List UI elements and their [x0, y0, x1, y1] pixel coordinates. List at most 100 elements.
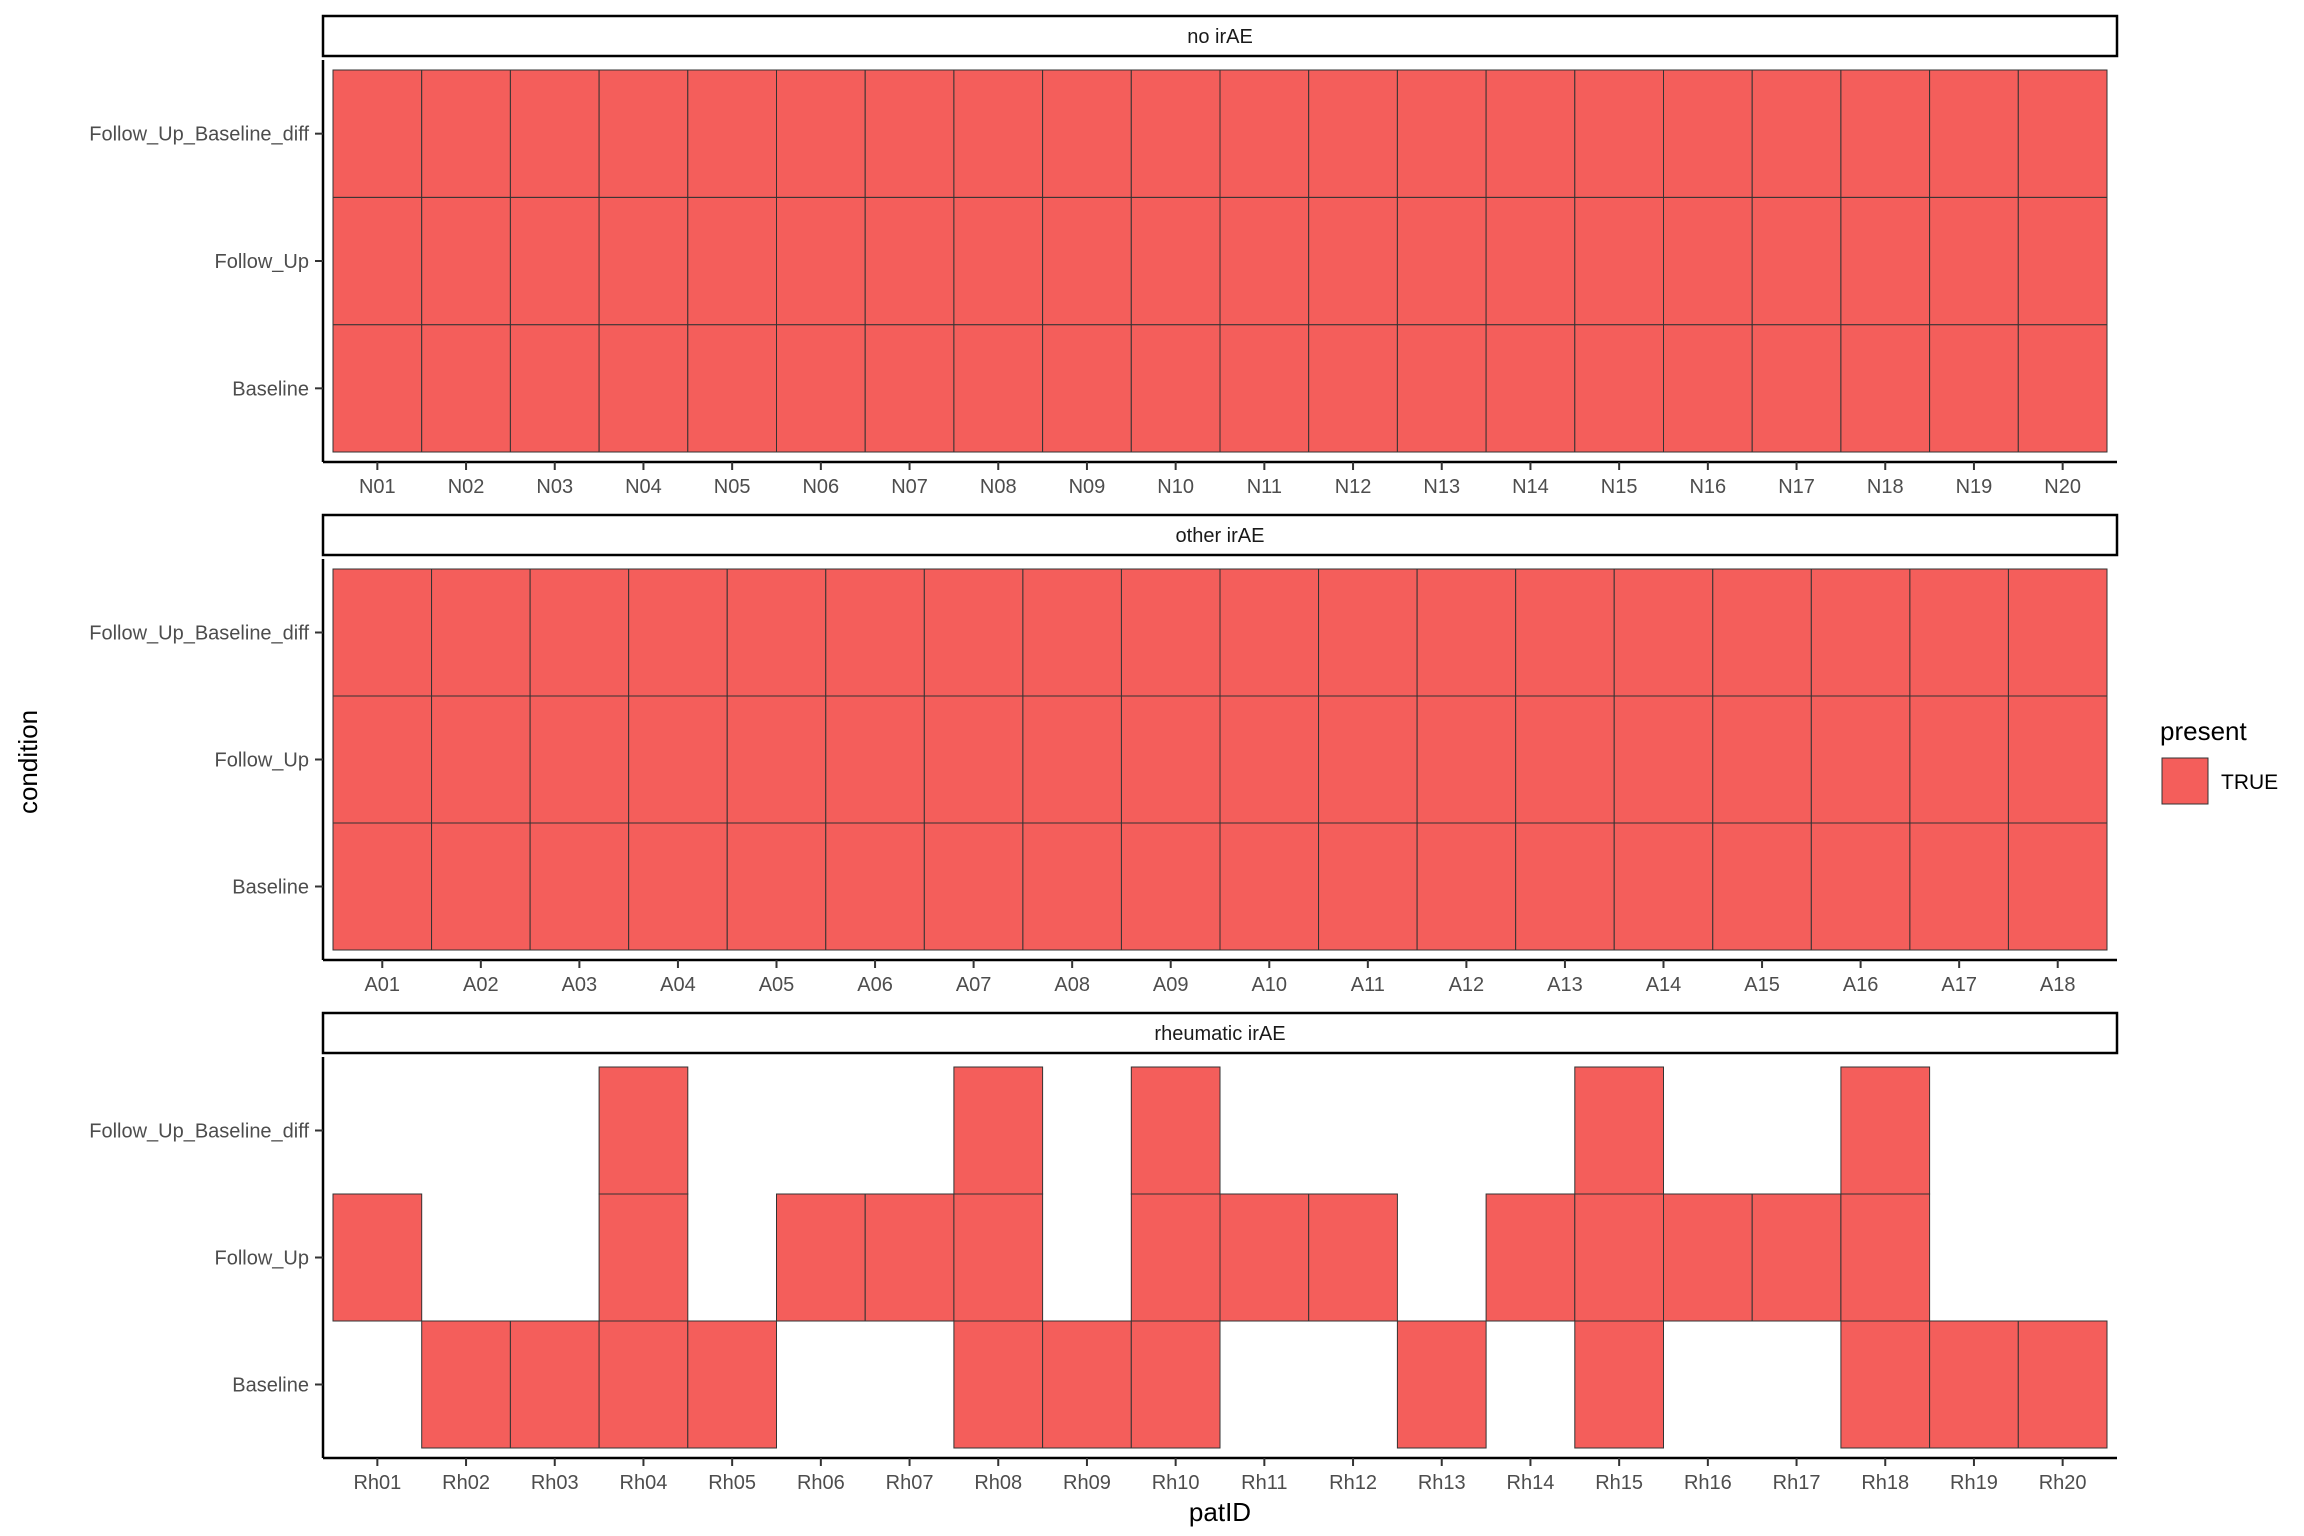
- x-tick-label: Rh08: [974, 1472, 1022, 1494]
- x-tick-label: A02: [463, 974, 499, 996]
- tile-A12-Follow_Up: [1416, 695, 1517, 824]
- tile-N14-Follow_Up: [1485, 196, 1576, 326]
- y-tick-label: Follow_Up: [215, 1248, 309, 1270]
- tile-N11-Follow_Up: [1219, 196, 1310, 326]
- x-tick-label: N15: [1601, 476, 1638, 498]
- tile-A09-Follow_Up_Baseline_diff: [1120, 568, 1221, 697]
- x-tick-label: Rh18: [1861, 1472, 1909, 1494]
- tile-N02-Follow_Up_Baseline_diff: [421, 69, 511, 198]
- x-tick-label: Rh04: [620, 1472, 668, 1494]
- tile-A16-Baseline: [1810, 822, 1911, 951]
- facet-strip: [321, 14, 2119, 58]
- tile-N19-Follow_Up_Baseline_diff: [1929, 69, 2019, 198]
- x-tick-label: Rh16: [1684, 1472, 1732, 1494]
- tile-N16-Follow_Up: [1663, 196, 1753, 326]
- x-tick-label: A11: [1351, 974, 1385, 996]
- tile-A16-Follow_Up: [1810, 695, 1911, 824]
- tile-A12-Follow_Up_Baseline_diff: [1416, 568, 1517, 697]
- tile-A08-Follow_Up: [1022, 695, 1122, 824]
- x-tick-label: N19: [1956, 476, 1993, 498]
- tile-A17-Follow_Up_Baseline_diff: [1909, 568, 2009, 697]
- tile-N12-Follow_Up: [1308, 196, 1398, 326]
- x-tick-label: N04: [625, 476, 662, 498]
- tile-A11-Follow_Up_Baseline_diff: [1318, 568, 1418, 697]
- facet-panel-1: other irAE Baseline Follow_Up Follow_Up_Bas…: [89, 513, 2119, 996]
- x-tick-label: A16: [1843, 974, 1879, 996]
- tile-N15-Follow_Up: [1574, 196, 1665, 326]
- tile-N09-Baseline: [1042, 324, 1132, 453]
- y-tick-label: Baseline: [232, 1375, 309, 1397]
- tile-N04-Baseline: [598, 324, 689, 453]
- x-tick-label: Rh06: [797, 1472, 845, 1494]
- tile-N10-Baseline: [1130, 324, 1221, 453]
- tile-Rh08-Follow_Up: [953, 1193, 1044, 1322]
- tile-A08-Baseline: [1022, 822, 1122, 951]
- y-tick-label: Baseline: [232, 378, 309, 400]
- tile-N18-Follow_Up: [1840, 196, 1931, 326]
- x-tick-label: N09: [1069, 476, 1106, 498]
- tile-Rh08-Follow_Up_Baseline_diff: [953, 1066, 1044, 1195]
- tile-N08-Follow_Up: [953, 196, 1044, 326]
- y-tick-label: Baseline: [232, 877, 309, 899]
- tile-N07-Follow_Up_Baseline_diff: [864, 69, 955, 198]
- tile-N19-Baseline: [1929, 324, 2019, 453]
- tile-A15-Follow_Up: [1712, 695, 1812, 824]
- tile-N19-Follow_Up: [1929, 196, 2019, 326]
- tile-A14-Baseline: [1613, 822, 1714, 951]
- tile-N01-Follow_Up: [332, 196, 423, 326]
- x-tick-label: Rh15: [1595, 1472, 1643, 1494]
- y-tick-label: Follow_Up_Baseline_diff: [89, 1121, 309, 1143]
- x-axis-title: patID: [1189, 1497, 1251, 1527]
- tile-A16-Follow_Up_Baseline_diff: [1810, 568, 1911, 697]
- y-tick-label: Follow_Up_Baseline_diff: [89, 623, 309, 645]
- x-tick-label: N08: [980, 476, 1017, 498]
- tile-N05-Follow_Up: [687, 196, 777, 326]
- tile-A04-Follow_Up_Baseline_diff: [628, 568, 728, 697]
- x-tick-label: A10: [1251, 974, 1287, 996]
- tile-Rh18-Follow_Up: [1840, 1193, 1931, 1322]
- tile-N03-Baseline: [509, 324, 600, 453]
- x-tick-label: Rh09: [1063, 1472, 1111, 1494]
- tile-A05-Follow_Up_Baseline_diff: [726, 568, 827, 697]
- x-tick-label: N18: [1867, 476, 1904, 498]
- tile-N11-Follow_Up_Baseline_diff: [1219, 69, 1310, 198]
- x-tick-label: N06: [802, 476, 839, 498]
- tile-N09-Follow_Up: [1042, 196, 1132, 326]
- tile-A18-Follow_Up: [2007, 695, 2108, 824]
- x-tick-label: N11: [1247, 476, 1282, 498]
- tile-N17-Follow_Up: [1751, 196, 1842, 326]
- tile-A03-Follow_Up_Baseline_diff: [529, 568, 630, 697]
- x-tick-label: A03: [562, 974, 598, 996]
- tile-A09-Follow_Up: [1120, 695, 1221, 824]
- x-tick-label: A07: [956, 974, 992, 996]
- tile-A13-Follow_Up: [1515, 695, 1615, 824]
- tile-Rh20-Baseline: [2017, 1320, 2108, 1449]
- tile-N08-Follow_Up_Baseline_diff: [953, 69, 1044, 198]
- facet-strip-label: no irAE: [1187, 26, 1253, 48]
- x-tick-label: N01: [359, 476, 396, 498]
- facet-panel-0: no irAE Baseline Follow_Up Follow_Up_Baseli…: [89, 14, 2119, 498]
- x-tick-label: A01: [364, 974, 400, 996]
- x-tick-label: Rh11: [1241, 1472, 1287, 1494]
- tile-N06-Baseline: [776, 324, 866, 453]
- tile-A06-Follow_Up_Baseline_diff: [825, 568, 925, 697]
- tile-Rh14-Follow_Up: [1485, 1193, 1576, 1322]
- tile-N15-Follow_Up_Baseline_diff: [1574, 69, 1665, 198]
- x-tick-label: A13: [1547, 974, 1583, 996]
- tile-N08-Baseline: [953, 324, 1044, 453]
- tile-Rh04-Follow_Up: [598, 1193, 689, 1322]
- x-tick-label: Rh13: [1418, 1472, 1466, 1494]
- tile-A08-Follow_Up_Baseline_diff: [1022, 568, 1122, 697]
- tile-Rh11-Follow_Up: [1219, 1193, 1310, 1322]
- tile-N12-Baseline: [1308, 324, 1398, 453]
- tile-Rh10-Follow_Up: [1130, 1193, 1221, 1322]
- tile-N03-Follow_Up_Baseline_diff: [509, 69, 600, 198]
- tile-Rh10-Follow_Up_Baseline_diff: [1130, 1066, 1221, 1195]
- tile-N20-Follow_Up_Baseline_diff: [2017, 69, 2108, 198]
- y-axis-title: condition: [13, 710, 43, 814]
- tile-Rh18-Baseline: [1840, 1320, 1931, 1449]
- tile-Rh15-Follow_Up: [1574, 1193, 1665, 1322]
- facet-strip-label: other irAE: [1176, 525, 1265, 547]
- facet-strip: [321, 513, 2119, 557]
